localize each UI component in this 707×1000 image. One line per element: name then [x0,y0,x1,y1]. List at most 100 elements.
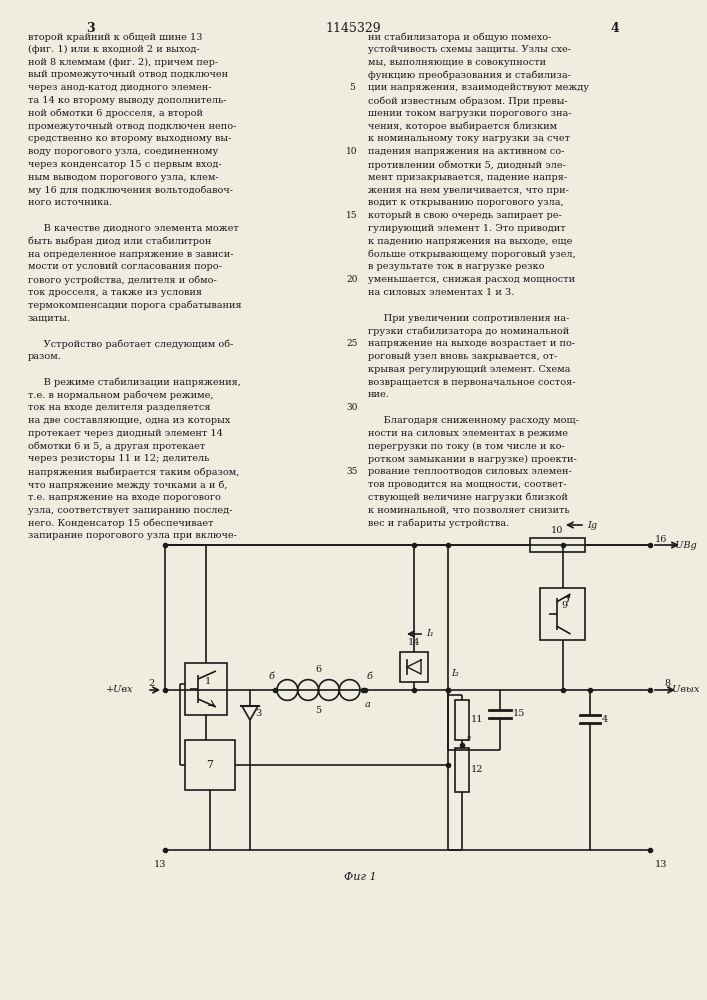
Text: 11: 11 [471,716,484,724]
Text: Устройство работает следующим об-: Устройство работает следующим об- [28,339,233,349]
Text: который в свою очередь запирает ре-: который в свою очередь запирает ре- [368,211,562,220]
Bar [185,740,235,790]
Text: т.е. в нормальном рабочем режиме,: т.е. в нормальном рабочем режиме, [28,390,214,400]
Bar [540,588,585,640]
Text: В режиме стабилизации напряжения,: В режиме стабилизации напряжения, [28,378,241,387]
Text: вес и габариты устройства.: вес и габариты устройства. [368,518,509,528]
Text: собой известным образом. При превы-: собой известным образом. При превы- [368,96,568,105]
Text: вый промежуточный отвод подключен: вый промежуточный отвод подключен [28,70,228,79]
Text: 16: 16 [655,534,667,544]
Text: шении током нагрузки порогового зна-: шении током нагрузки порогового зна- [368,109,571,118]
Text: промежуточный отвод подключен непо-: промежуточный отвод подключен непо- [28,122,236,131]
Text: I₁: I₁ [426,630,434,639]
Text: 9: 9 [561,601,568,610]
Text: гового устройства, делителя и обмо-: гового устройства, делителя и обмо- [28,275,217,285]
Text: в результате ток в нагрузке резко: в результате ток в нагрузке резко [368,262,544,271]
Text: противлении обмотки 5, диодный эле-: противлении обмотки 5, диодный эле- [368,160,566,169]
Text: г: г [465,734,470,743]
Text: разом.: разом. [28,352,62,361]
Text: ток на входе делителя разделяется: ток на входе делителя разделяется [28,403,211,412]
Text: 35: 35 [346,467,358,476]
Text: ции напряжения, взаимодействуют между: ции напряжения, взаимодействуют между [368,83,589,92]
Text: 3: 3 [255,708,262,718]
Text: запирание порогового узла при включе-: запирание порогового узла при включе- [28,531,237,540]
Text: крывая регулирующий элемент. Схема: крывая регулирующий элемент. Схема [368,365,571,374]
Text: ток дросселя, а также из условия: ток дросселя, а также из условия [28,288,202,297]
Text: роговый узел вновь закрывается, от-: роговый узел вновь закрывается, от- [368,352,557,361]
Text: При увеличении сопротивления на-: При увеличении сопротивления на- [368,314,569,323]
Text: В качестве диодного элемента может: В качестве диодного элемента может [28,224,239,233]
Text: +Uвых: +Uвых [665,686,701,694]
Text: 5: 5 [315,706,322,715]
Text: перегрузки по току (в том числе и ко-: перегрузки по току (в том числе и ко- [368,442,565,451]
Text: а: а [365,700,371,709]
Text: 13: 13 [153,860,166,869]
Text: через анод-катод диодного элемен-: через анод-катод диодного элемен- [28,83,211,92]
Text: узла, соответствует запиранию послед-: узла, соответствует запиранию послед- [28,506,233,515]
Text: му 16 для подключения вольтодобавоч-: му 16 для подключения вольтодобавоч- [28,186,233,195]
Text: чения, которое выбирается близким: чения, которое выбирается близким [368,122,557,131]
Text: ной 8 клеммам (фиг. 2), причем пер-: ной 8 клеммам (фиг. 2), причем пер- [28,58,218,67]
Text: второй крайний к общей шине 13: второй крайний к общей шине 13 [28,32,202,41]
Text: ной обмотки 6 дросселя, а второй: ной обмотки 6 дросселя, а второй [28,109,203,118]
Text: ным выводом порогового узла, клем-: ным выводом порогового узла, клем- [28,173,218,182]
Text: функцию преобразования и стабилиза-: функцию преобразования и стабилиза- [368,70,571,80]
Text: та 14 ко второму выводу дополнитель-: та 14 ко второму выводу дополнитель- [28,96,226,105]
Text: жения на нем увеличивается, что при-: жения на нем увеличивается, что при- [368,186,569,195]
Text: 3: 3 [86,22,94,35]
Text: мы, выполняющие в совокупности: мы, выполняющие в совокупности [368,58,546,67]
Text: воду порогового узла, соединенному: воду порогового узла, соединенному [28,147,218,156]
Text: гулирующий элемент 1. Это приводит: гулирующий элемент 1. Это приводит [368,224,566,233]
Text: грузки стабилизатора до номинальной: грузки стабилизатора до номинальной [368,326,569,336]
Text: напряжения выбирается таким образом,: напряжения выбирается таким образом, [28,467,240,477]
Text: 8: 8 [664,680,670,688]
Bar [530,538,585,552]
Text: обмотки 6 и 5, а другая протекает: обмотки 6 и 5, а другая протекает [28,442,205,451]
Text: напряжение на выходе возрастает и по-: напряжение на выходе возрастает и по- [368,339,575,348]
Text: 4: 4 [611,22,619,35]
Text: на силовых элементах 1 и 3.: на силовых элементах 1 и 3. [368,288,515,297]
Text: Фиг 1: Фиг 1 [344,872,376,882]
Text: мент призакрывается, падение напря-: мент призакрывается, падение напря- [368,173,567,182]
Text: термокомпенсации порога срабатывания: термокомпенсации порога срабатывания [28,301,242,310]
Text: 5: 5 [349,83,355,92]
Text: уменьшается, снижая расход мощности: уменьшается, снижая расход мощности [368,275,575,284]
Text: б: б [367,672,373,681]
Bar [455,700,469,740]
Text: через резисторы 11 и 12; делитель: через резисторы 11 и 12; делитель [28,454,209,463]
Text: водит к открыванию порогового узла,: водит к открыванию порогового узла, [368,198,563,207]
Bar [455,748,469,792]
Bar [400,652,428,682]
Text: на две составляющие, одна из которых: на две составляющие, одна из которых [28,416,230,425]
Text: 7: 7 [206,760,214,770]
Text: ности на силовых элементах в режиме: ности на силовых элементах в режиме [368,429,568,438]
Text: к номинальной, что позволяет снизить: к номинальной, что позволяет снизить [368,506,570,515]
Text: 30: 30 [346,403,358,412]
Text: протекает через диодный элемент 14: протекает через диодный элемент 14 [28,429,223,438]
Text: Ig: Ig [587,520,597,530]
Text: 25: 25 [346,339,358,348]
Text: 13: 13 [655,860,667,869]
Text: 14: 14 [408,638,420,647]
Text: 1: 1 [205,676,211,686]
Text: 1145329: 1145329 [325,22,381,35]
Text: больше открывающему пороговый узел,: больше открывающему пороговый узел, [368,250,575,259]
Text: (фиг. 1) или к входной 2 и выход-: (фиг. 1) или к входной 2 и выход- [28,45,199,54]
Text: средственно ко второму выходному вы-: средственно ко второму выходному вы- [28,134,231,143]
Text: тов проводится на мощности, соответ-: тов проводится на мощности, соответ- [368,480,566,489]
Text: на определенное напряжение в зависи-: на определенное напряжение в зависи- [28,250,233,259]
Text: 10: 10 [346,147,358,156]
Text: устойчивость схемы защиты. Узлы схе-: устойчивость схемы защиты. Узлы схе- [368,45,571,54]
Text: возвращается в первоначальное состоя-: возвращается в первоначальное состоя- [368,378,575,387]
Text: 6: 6 [315,665,322,674]
Text: ного источника.: ного источника. [28,198,112,207]
Text: 12: 12 [471,766,484,774]
Text: 2: 2 [148,680,155,688]
Text: падения напряжения на активном со-: падения напряжения на активном со- [368,147,564,156]
Text: через конденсатор 15 с первым вход-: через конденсатор 15 с первым вход- [28,160,221,169]
Text: +Uвх: +Uвх [105,686,133,694]
Text: 4: 4 [602,714,608,724]
Text: б: б [269,672,275,681]
Text: +UBg: +UBg [668,540,698,550]
Text: ротком замыкании в нагрузке) проекти-: ротком замыкании в нагрузке) проекти- [368,454,577,464]
